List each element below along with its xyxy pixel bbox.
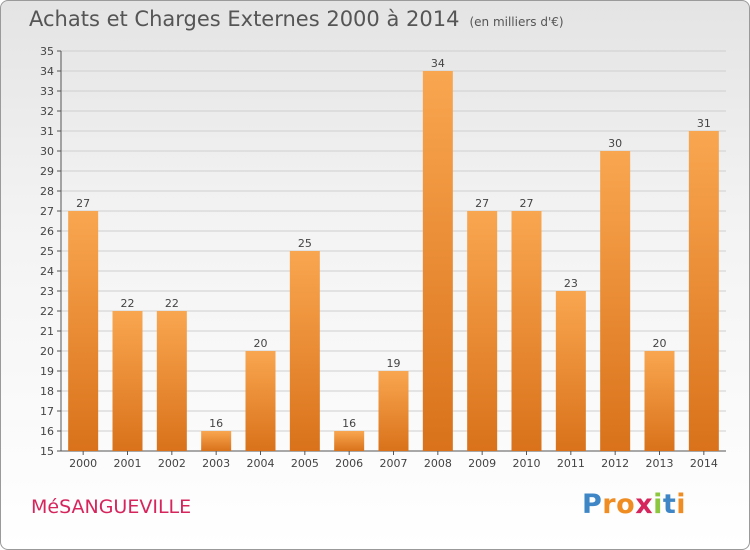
x-tick-label: 2010 bbox=[513, 457, 541, 470]
bar bbox=[112, 311, 143, 451]
title-text: Achats et Charges Externes 2000 à 2014 bbox=[29, 7, 460, 31]
bar-value-label: 27 bbox=[520, 197, 534, 210]
y-tick-label: 32 bbox=[40, 105, 54, 118]
chart-title: Achats et Charges Externes 2000 à 2014 (e… bbox=[29, 7, 564, 31]
bar-value-label: 16 bbox=[342, 417, 356, 430]
proxiti-logo: Proxiti bbox=[582, 489, 686, 520]
x-tick-label: 2009 bbox=[468, 457, 496, 470]
x-tick-label: 2005 bbox=[291, 457, 319, 470]
bar bbox=[422, 71, 453, 451]
bar-value-label: 23 bbox=[564, 277, 578, 290]
y-tick-label: 16 bbox=[40, 425, 54, 438]
unit-label: (en milliers d'€) bbox=[469, 15, 564, 29]
bar bbox=[600, 151, 631, 451]
x-tick-label: 2011 bbox=[557, 457, 585, 470]
bar bbox=[156, 311, 187, 451]
bar bbox=[289, 251, 320, 451]
bar bbox=[334, 431, 365, 451]
y-tick-label: 34 bbox=[40, 65, 54, 78]
y-tick-label: 21 bbox=[40, 325, 54, 338]
bar-value-label: 16 bbox=[209, 417, 223, 430]
y-tick-label: 24 bbox=[40, 265, 54, 278]
y-tick-label: 26 bbox=[40, 225, 54, 238]
bar bbox=[467, 211, 498, 451]
y-tick-label: 30 bbox=[40, 145, 54, 158]
bar bbox=[555, 291, 586, 451]
logo-letter: o bbox=[616, 489, 636, 520]
y-tick-label: 18 bbox=[40, 385, 54, 398]
x-tick-label: 2003 bbox=[202, 457, 230, 470]
commune-name: MéSANGUEVILLE bbox=[31, 496, 192, 518]
bar-value-label: 20 bbox=[653, 337, 667, 350]
bar-value-label: 27 bbox=[475, 197, 489, 210]
logo-letter: i bbox=[653, 489, 663, 520]
bar-value-label: 22 bbox=[165, 297, 179, 310]
y-tick-label: 27 bbox=[40, 205, 54, 218]
bar-value-label: 22 bbox=[121, 297, 135, 310]
bar bbox=[378, 371, 409, 451]
bar-value-label: 20 bbox=[254, 337, 268, 350]
bar-value-label: 30 bbox=[608, 137, 622, 150]
logo-letter: i bbox=[676, 489, 687, 520]
y-tick-label: 23 bbox=[40, 285, 54, 298]
y-tick-label: 29 bbox=[40, 165, 54, 178]
bar-value-label: 31 bbox=[697, 117, 711, 130]
x-tick-label: 2008 bbox=[424, 457, 452, 470]
x-tick-label: 2014 bbox=[690, 457, 718, 470]
bar bbox=[201, 431, 232, 451]
x-tick-label: 2000 bbox=[69, 457, 97, 470]
x-tick-label: 2012 bbox=[601, 457, 629, 470]
bar bbox=[688, 131, 719, 451]
bar bbox=[511, 211, 542, 451]
y-tick-label: 20 bbox=[40, 345, 54, 358]
y-tick-label: 33 bbox=[40, 85, 54, 98]
bar bbox=[245, 351, 276, 451]
x-tick-label: 2007 bbox=[380, 457, 408, 470]
bar bbox=[644, 351, 675, 451]
bar-value-label: 27 bbox=[76, 197, 90, 210]
bar-value-label: 19 bbox=[387, 357, 401, 370]
logo-letter: x bbox=[635, 489, 654, 520]
x-tick-label: 2013 bbox=[646, 457, 674, 470]
logo-letter: P bbox=[582, 489, 603, 520]
y-tick-label: 19 bbox=[40, 365, 54, 378]
x-tick-label: 2004 bbox=[247, 457, 275, 470]
x-tick-label: 2006 bbox=[335, 457, 363, 470]
bar bbox=[68, 211, 99, 451]
y-tick-label: 35 bbox=[40, 45, 54, 58]
y-tick-label: 31 bbox=[40, 125, 54, 138]
x-tick-label: 2001 bbox=[114, 457, 142, 470]
logo-letter: t bbox=[662, 489, 677, 520]
y-tick-label: 15 bbox=[40, 445, 54, 458]
y-tick-label: 17 bbox=[40, 405, 54, 418]
bar-value-label: 25 bbox=[298, 237, 312, 250]
y-tick-label: 22 bbox=[40, 305, 54, 318]
y-tick-label: 28 bbox=[40, 185, 54, 198]
logo-letter: r bbox=[602, 489, 617, 520]
y-tick-label: 25 bbox=[40, 245, 54, 258]
x-tick-label: 2002 bbox=[158, 457, 186, 470]
bar-value-label: 34 bbox=[431, 57, 445, 70]
